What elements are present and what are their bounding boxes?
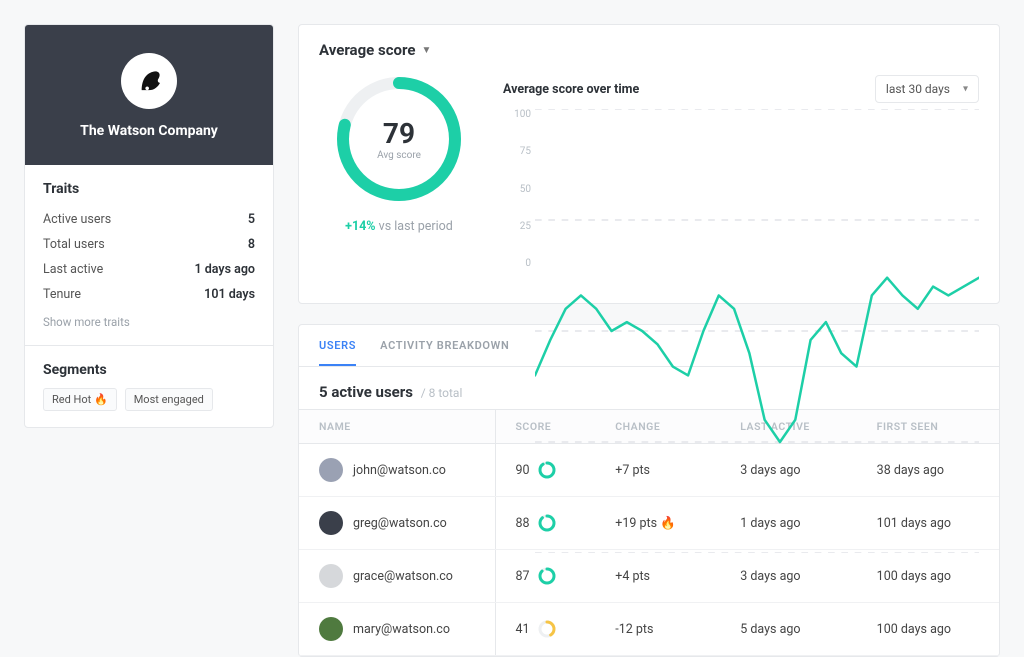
trait-value: 5	[248, 212, 255, 227]
company-name: The Watson Company	[41, 123, 257, 139]
trait-value: 101 days	[204, 287, 255, 302]
score-ring-icon	[538, 514, 556, 532]
average-score-title: Average score	[319, 41, 415, 59]
user-score: 90	[516, 463, 530, 478]
user-score: 88	[516, 516, 530, 531]
company-card: The Watson Company Traits Active users5T…	[24, 24, 274, 428]
trait-value: 8	[248, 237, 255, 252]
segments-heading: Segments	[43, 362, 255, 378]
y-tick-label: 50	[503, 184, 531, 195]
user-first-seen: 100 days ago	[877, 622, 951, 637]
trait-row: Last active 1 days ago	[43, 257, 255, 282]
user-avatar	[319, 564, 343, 588]
user-score: 87	[516, 569, 530, 584]
company-hero: The Watson Company	[25, 25, 273, 165]
trait-label: Tenure	[43, 287, 81, 302]
score-ring-icon	[538, 461, 556, 479]
chart-title: Average score over time	[503, 82, 639, 97]
y-tick-label: 0	[503, 258, 531, 269]
time-range-label: last 30 days	[886, 82, 950, 96]
score-donut-wrap: 79 Avg score +14% vs last period	[319, 75, 479, 279]
user-score: 41	[516, 622, 530, 637]
score-delta: +14% vs last period	[319, 219, 479, 234]
user-last-active: 5 days ago	[740, 622, 800, 637]
active-users-count: 5 active users	[319, 383, 413, 401]
column-header[interactable]: NAME	[299, 410, 495, 444]
segments-section: Segments Red Hot 🔥 Most engaged	[25, 346, 273, 427]
user-email: john@watson.co	[353, 463, 446, 478]
y-tick-label: 75	[503, 146, 531, 157]
user-change: -12 pts	[615, 622, 653, 637]
trait-row: Active users 5	[43, 207, 255, 232]
y-tick-label: 100	[503, 109, 531, 120]
user-last-active: 3 days ago	[740, 569, 800, 584]
table-row[interactable]: mary@watson.co 41 -12 pts 5 days ago 100…	[299, 603, 999, 656]
score-sublabel: Avg score	[377, 150, 421, 161]
user-avatar	[319, 458, 343, 482]
user-avatar	[319, 511, 343, 535]
user-email: mary@watson.co	[353, 622, 450, 637]
average-score-header[interactable]: Average score ▼	[299, 25, 999, 59]
score-value: 79	[383, 117, 415, 150]
trait-label: Total users	[43, 237, 105, 252]
user-email: greg@watson.co	[353, 516, 447, 531]
segment-chip[interactable]: Most engaged	[125, 388, 213, 411]
average-score-panel: Average score ▼ 79 Avg score +14% vs las…	[298, 24, 1000, 304]
user-avatar	[319, 617, 343, 641]
score-delta-pct: +14%	[345, 219, 375, 234]
chevron-down-icon: ▼	[421, 45, 431, 56]
table-row[interactable]: grace@watson.co 87 +4 pts 3 days ago 100…	[299, 550, 999, 603]
tab-activity-breakdown[interactable]: ACTIVITY BREAKDOWN	[380, 325, 509, 366]
user-first-seen: 100 days ago	[877, 569, 951, 584]
score-ring-icon	[538, 620, 556, 638]
company-avatar	[121, 53, 177, 109]
trait-row: Total users 8	[43, 232, 255, 257]
traits-section: Traits Active users 5 Total users 8 Last act…	[25, 165, 273, 346]
segment-chip[interactable]: Red Hot 🔥	[43, 388, 117, 411]
traits-heading: Traits	[43, 181, 255, 197]
score-chart-wrap: Average score over time last 30 days 100…	[503, 75, 979, 279]
chart-area: 100 75 50 25 0	[503, 109, 979, 279]
time-range-select[interactable]: last 30 days	[875, 75, 979, 103]
y-tick-label: 25	[503, 221, 531, 232]
main-column: Average score ▼ 79 Avg score +14% vs las…	[298, 24, 1000, 616]
trait-value: 1 days ago	[194, 262, 255, 277]
score-ring-icon	[538, 567, 556, 585]
score-delta-suffix: vs last period	[376, 219, 453, 234]
trait-label: Active users	[43, 212, 111, 227]
tab-users[interactable]: USERS	[319, 325, 356, 366]
show-more-traits[interactable]: Show more traits	[43, 315, 255, 329]
user-email: grace@watson.co	[353, 569, 453, 584]
score-donut: 79 Avg score	[335, 75, 463, 203]
total-users-count: / 8 total	[421, 386, 463, 400]
trait-row: Tenure 101 days	[43, 282, 255, 307]
trait-label: Last active	[43, 262, 103, 277]
user-change: +4 pts	[615, 569, 650, 584]
